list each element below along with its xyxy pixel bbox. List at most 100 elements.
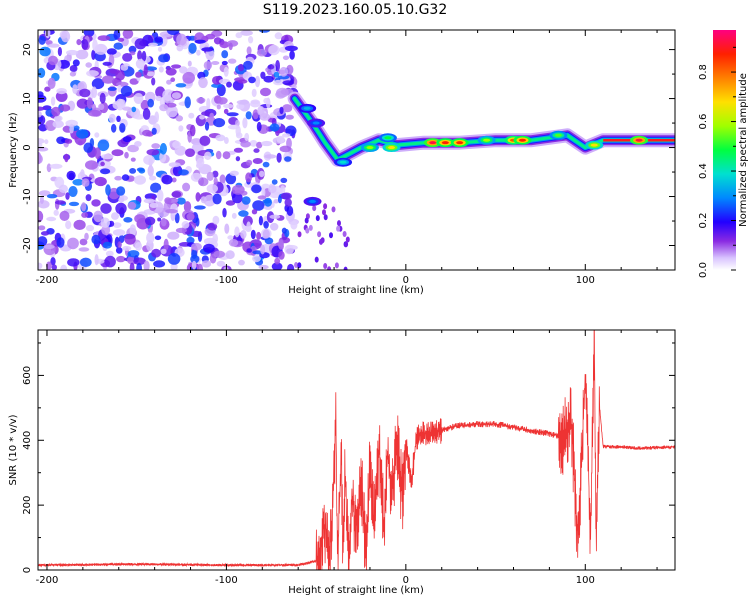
noise-blob <box>157 217 162 222</box>
noise-blob <box>308 224 313 231</box>
noise-blob <box>235 132 243 139</box>
noise-blob <box>121 174 130 181</box>
hotspot <box>441 141 449 145</box>
noise-blob <box>50 96 56 106</box>
noise-blob <box>191 260 197 270</box>
noise-blob <box>206 184 218 193</box>
noise-blob <box>204 151 212 160</box>
noise-blob <box>274 32 283 40</box>
noise-blob <box>267 64 275 70</box>
noise-blob <box>40 231 50 236</box>
noise-blob <box>162 89 175 101</box>
noise-blob <box>278 251 285 260</box>
noise-blob <box>101 225 111 236</box>
snr-frame <box>37 329 676 571</box>
noise-blob <box>147 98 154 108</box>
noise-blob <box>246 159 253 166</box>
noise-blob <box>229 170 239 176</box>
noise-blob <box>91 86 98 99</box>
noise-blob <box>244 132 250 142</box>
noise-blob <box>294 262 299 268</box>
noise-blob <box>68 186 78 197</box>
noise-blob <box>159 152 167 163</box>
noise-blob <box>282 104 293 113</box>
noise-blob <box>116 186 126 196</box>
noise-blob <box>189 124 196 137</box>
hotspot <box>312 121 320 125</box>
noise-blob <box>305 227 310 234</box>
noise-blob <box>111 212 119 220</box>
noise-blob <box>124 233 136 245</box>
noise-blob <box>39 46 51 57</box>
noise-blob <box>213 250 225 258</box>
colorbar-tick-label: 0.4 <box>698 163 709 179</box>
noise-blob <box>228 58 237 64</box>
noise-blob <box>100 203 112 214</box>
noise-blob <box>219 41 230 49</box>
noise-blob <box>280 177 288 183</box>
noise-blob <box>138 168 146 174</box>
noise-blob <box>206 171 214 181</box>
noise-blob <box>270 222 279 231</box>
noise-blob <box>51 106 61 117</box>
noise-blob <box>85 160 98 170</box>
snr-panel: -200 -100 0 100 0 200 400 600 Height of straigh… <box>8 329 676 596</box>
noise-blob <box>87 109 101 117</box>
y-tick-label: 600 <box>22 366 33 385</box>
noise-blob <box>66 49 79 56</box>
noise-blob <box>66 170 76 181</box>
noise-blob <box>81 39 89 50</box>
x-tick-label: 0 <box>403 575 409 586</box>
noise-blob <box>117 241 122 249</box>
noise-blob <box>278 239 284 250</box>
noise-blob <box>174 212 180 224</box>
noise-blob <box>143 198 155 204</box>
noise-blob <box>146 71 156 77</box>
noise-blob <box>271 179 278 185</box>
spectrogram-frame <box>37 29 676 271</box>
hotspot <box>483 138 491 142</box>
noise-blob <box>249 100 261 108</box>
noise-blob <box>122 106 132 111</box>
noise-blob <box>64 153 69 163</box>
noise-blob <box>238 259 245 266</box>
noise-blob <box>133 93 144 104</box>
noise-blob <box>317 231 322 238</box>
noise-blob <box>199 115 206 120</box>
noise-blob <box>211 61 220 65</box>
noise-blob <box>129 168 137 174</box>
noise-blob <box>245 172 253 183</box>
noise-blob <box>151 127 157 135</box>
noise-blob <box>223 108 229 115</box>
noise-blob <box>159 104 169 112</box>
noise-blob <box>85 224 95 232</box>
hotspot <box>366 146 374 150</box>
noise-blob <box>198 77 208 89</box>
noise-blob <box>112 222 122 229</box>
noise-blob <box>97 139 110 152</box>
noise-blob <box>72 59 80 67</box>
noise-blob <box>253 148 260 153</box>
noise-blob <box>59 210 70 221</box>
noise-blob <box>237 63 245 72</box>
noise-blob <box>161 217 167 227</box>
hotspot <box>339 160 347 164</box>
noise-blob <box>128 45 137 54</box>
noise-blob <box>279 145 292 153</box>
noise-blob <box>264 237 274 245</box>
noise-blob <box>254 75 261 88</box>
noise-blob <box>181 221 190 229</box>
noise-blob <box>134 175 146 185</box>
noise-blob <box>261 186 266 199</box>
noise-blob <box>159 143 167 155</box>
noise-blob <box>38 106 45 111</box>
noise-blob <box>264 197 272 207</box>
noise-blob <box>260 244 266 255</box>
noise-blob <box>47 43 60 48</box>
x-tick-label: -200 <box>36 575 59 586</box>
noise-blob <box>284 45 298 52</box>
noise-blob <box>225 173 237 185</box>
noise-blob <box>69 123 74 134</box>
noise-blob <box>168 162 181 168</box>
noise-blob <box>149 202 159 208</box>
